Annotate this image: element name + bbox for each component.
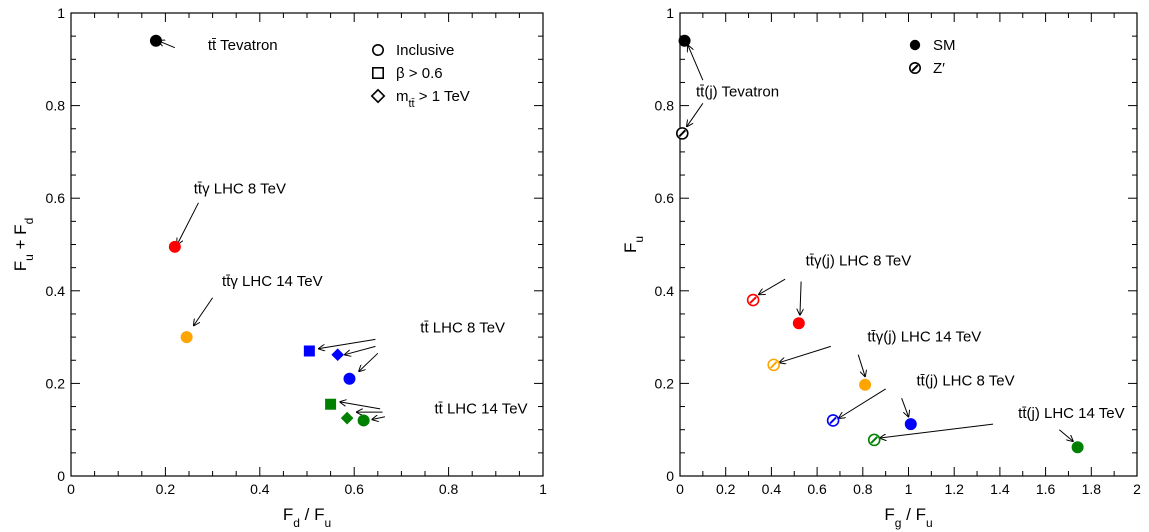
data-point-circle: [860, 379, 871, 390]
data-point-circle: [169, 241, 180, 252]
data-point-diamond: [341, 412, 354, 425]
annotation-arrow: [779, 346, 830, 362]
annotation-arrow: [1059, 430, 1073, 442]
legend-marker: [910, 40, 920, 50]
y-tick-label: 0.4: [46, 283, 66, 299]
x-tick-label: 0.6: [807, 481, 827, 497]
annotation-arrow: [839, 389, 886, 418]
annotation-label: tt̄ LHC 14 TeV: [434, 400, 527, 417]
annotation-label: tt̄γ LHC 8 TeV: [194, 181, 286, 198]
data-point-hatched: [828, 415, 839, 426]
y-axis-label: Fu: [621, 236, 646, 253]
annotation-label: tt̄(j) Tevatron: [696, 83, 779, 100]
x-tick-label: 0.4: [250, 481, 270, 497]
annotation-label: tt̄γ(j) LHC 14 TeV: [867, 329, 981, 346]
x-axis-label: Fg / Fu: [884, 505, 932, 530]
annotation-label: tt̄(j) LHC 14 TeV: [1018, 405, 1124, 422]
data-point-hatched: [748, 295, 759, 306]
data-point-circle: [1072, 442, 1083, 453]
y-tick-label: 0.2: [46, 375, 66, 391]
x-tick-label: 0.4: [762, 481, 782, 497]
data-point-diamond: [331, 348, 344, 361]
annotation-label: tt̄(j) LHC 8 TeV: [916, 373, 1014, 390]
y-tick-label: 0.6: [46, 190, 66, 206]
data-point-circle: [905, 419, 916, 430]
legend-label: Z′: [933, 60, 945, 77]
data-point-hatched: [768, 359, 779, 370]
annotation-arrow: [345, 346, 376, 354]
x-tick-label: 2: [1133, 481, 1141, 497]
annotation-label: tt̄ Tevatron: [208, 37, 278, 54]
x-tick-label: 1.2: [944, 481, 964, 497]
annotation-arrow: [858, 355, 865, 377]
y-tick-label: 1: [57, 5, 65, 21]
x-tick-label: 0: [676, 481, 684, 497]
x-tick-label: 1.6: [1036, 481, 1056, 497]
x-tick-label: 0: [67, 481, 75, 497]
data-point-circle: [344, 373, 355, 384]
annotation-arrow: [800, 282, 801, 315]
data-point-circle: [181, 332, 192, 343]
x-tick-label: 1.4: [990, 481, 1010, 497]
x-tick-label: 1: [905, 481, 913, 497]
legend-marker: [910, 63, 920, 73]
data-point-hatched: [677, 128, 688, 139]
annotation-arrow: [319, 339, 376, 348]
legend-label: SM: [933, 37, 956, 54]
y-tick-label: 0.6: [655, 190, 675, 206]
x-tick-label: 1: [539, 481, 547, 497]
annotation-arrow: [194, 298, 213, 326]
data-point-hatched: [869, 434, 880, 445]
annotation-arrow: [902, 398, 909, 417]
legend-label: β > 0.6: [396, 65, 443, 82]
annotation-arrow: [688, 45, 703, 80]
y-tick-label: 0.4: [655, 283, 675, 299]
y-tick-label: 0.8: [655, 98, 675, 114]
annotation-label: tt̄γ LHC 14 TeV: [222, 273, 323, 290]
legend-label: mtt̄ > 1 TeV: [396, 88, 470, 110]
y-tick-label: 0.8: [46, 98, 66, 114]
annotation-arrow: [359, 353, 378, 371]
annotation-arrow: [759, 279, 785, 294]
annotation-arrow: [880, 424, 993, 438]
y-tick-label: 1: [666, 5, 674, 21]
x-tick-label: 1.8: [1082, 481, 1102, 497]
annotation-label: tt̄γ(j) LHC 8 TeV: [806, 252, 912, 269]
x-tick-label: 0.8: [439, 481, 459, 497]
x-tick-label: 0.2: [156, 481, 176, 497]
annotation-arrow: [340, 402, 380, 409]
y-tick-label: 0.2: [655, 375, 675, 391]
y-axis-label: Fu + Fd: [11, 218, 36, 272]
legend-marker: [373, 68, 383, 78]
annotation-arrow: [687, 103, 703, 126]
x-tick-label: 0.2: [716, 481, 736, 497]
data-point-circle: [679, 35, 690, 46]
legend-marker: [373, 45, 383, 55]
data-point-circle: [358, 415, 369, 426]
x-tick-label: 0.8: [853, 481, 873, 497]
annotation-label: tt̄ LHC 8 TeV: [420, 319, 505, 336]
y-tick-label: 0: [666, 468, 674, 484]
data-point-circle: [793, 318, 804, 329]
right-scatter-panel: 0 0.2 0.4 0.6 0.8 1 1.2 1.4 1.6 1.8 2 0 0.2 0.4 0.6 0.8…: [621, 5, 1141, 530]
left-scatter-panel: 0 0.2 0.4 0.6 0.8 1 0 0.2 0.4 0.6 0.8 1 Fd / Fu Fu + …: [11, 5, 547, 530]
annotation-arrow: [177, 203, 198, 245]
legend-marker: [372, 90, 384, 102]
data-point-circle: [150, 35, 161, 46]
x-axis-label: Fd / Fu: [283, 505, 331, 530]
data-point-square: [325, 399, 336, 410]
legend-label: Inclusive: [396, 42, 454, 59]
x-tick-label: 0.6: [344, 481, 364, 497]
y-tick-label: 0: [57, 468, 65, 484]
data-point-square: [304, 345, 315, 356]
annotation-arrow: [372, 417, 385, 420]
